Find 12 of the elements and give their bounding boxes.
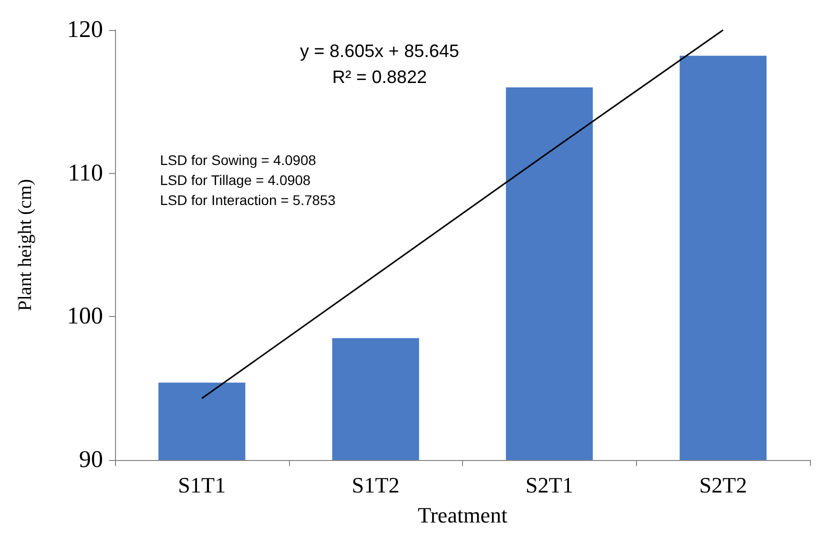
x-tick-label: S1T1 bbox=[178, 472, 226, 498]
x-tick-label: S2T1 bbox=[526, 472, 574, 498]
x-axis-title: Treatment bbox=[418, 502, 508, 528]
y-tick-label: 100 bbox=[67, 304, 103, 330]
y-tick-label: 110 bbox=[68, 160, 103, 186]
y-axis-title: Plant height (cm) bbox=[15, 179, 36, 311]
x-tick-label: S1T2 bbox=[352, 472, 400, 498]
y-tick-label: 90 bbox=[79, 447, 103, 473]
y-tick-label: 120 bbox=[67, 17, 103, 43]
x-tick-label: S2T2 bbox=[699, 472, 747, 498]
annotation: y = 8.605x + 85.645 R² = 0.8822 bbox=[300, 41, 460, 87]
annotation: LSD for Sowing = 4.0908 LSD for Tillage = 4.0908 LSD for Interaction = 5.7853 bbox=[160, 152, 336, 208]
